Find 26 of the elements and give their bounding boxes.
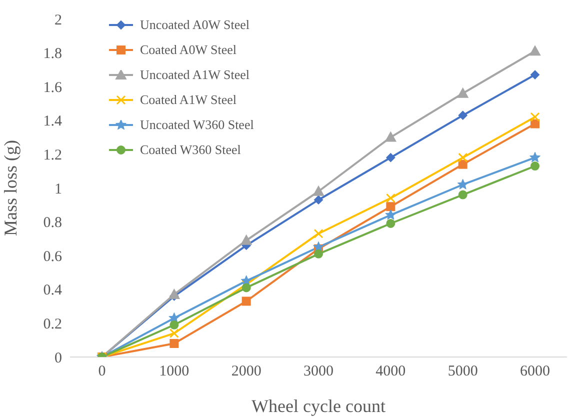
- x-axis-title: Wheel cycle count: [252, 396, 386, 416]
- x-tick-label: 3000: [304, 364, 334, 380]
- x-tick-label: 6000: [520, 364, 550, 380]
- y-tick-label: 0: [54, 350, 62, 366]
- legend-label: Coated A0W Steel: [140, 42, 237, 58]
- y-tick-label: 1.8: [43, 46, 62, 62]
- legend-label: Coated W360 Steel: [140, 142, 241, 158]
- legend-label: Coated A1W Steel: [140, 92, 237, 108]
- y-tick-label: 1.6: [43, 80, 62, 96]
- legend-label: Uncoated A0W Steel: [140, 16, 250, 32]
- x-tick-label: 5000: [448, 364, 478, 380]
- x-tick-label: 4000: [376, 364, 406, 380]
- legend-label: Uncoated A1W Steel: [140, 66, 250, 82]
- y-tick-label: 0.2: [43, 316, 62, 333]
- y-tick-label: 0.6: [43, 248, 62, 265]
- y-tick-label: 1: [54, 181, 62, 198]
- y-axis-title: Mass loss (g): [0, 140, 20, 236]
- y-tick-label: 1.4: [43, 114, 62, 130]
- x-tick-label: 1000: [159, 364, 190, 380]
- legend-label: Uncoated W360 Steel: [140, 116, 254, 132]
- y-tick-label: 0.8: [43, 215, 62, 232]
- y-tick-label: 1.2: [43, 148, 62, 164]
- y-tick-label: 0.4: [43, 282, 62, 299]
- y-tick-label: 2: [54, 12, 62, 28]
- x-tick-label: 2000: [231, 364, 262, 380]
- x-tick-label: 0: [98, 364, 106, 380]
